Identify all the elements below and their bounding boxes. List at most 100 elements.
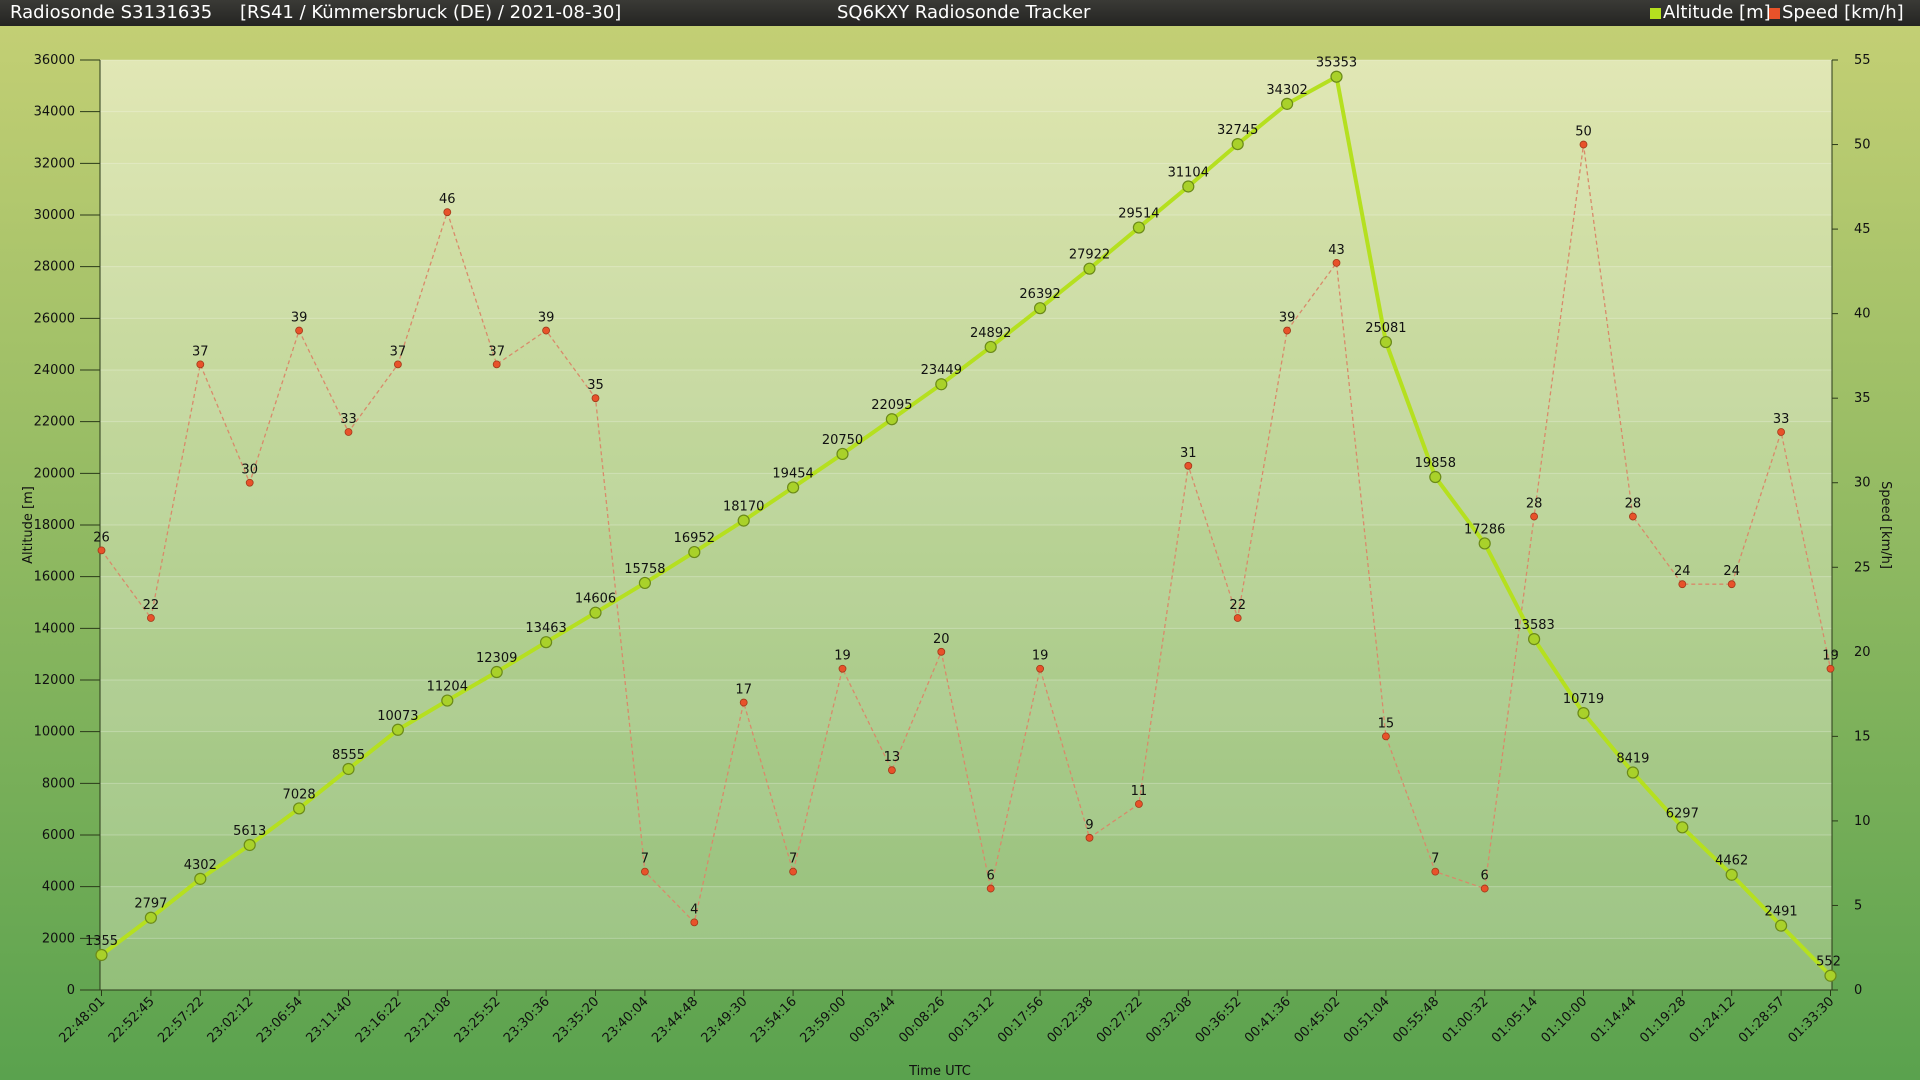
y-left-tick-label: 14000 xyxy=(34,621,75,636)
legend-altitude-label[interactable]: Altitude [m] xyxy=(1663,2,1771,23)
altitude-point[interactable] xyxy=(1429,470,1442,484)
speed-point[interactable] xyxy=(146,614,155,622)
speed-data-label: 11 xyxy=(1131,784,1148,799)
altitude-point[interactable] xyxy=(935,378,948,391)
altitude-point[interactable] xyxy=(1774,919,1788,932)
speed-point[interactable] xyxy=(1431,867,1440,876)
altitude-data-label: 14606 xyxy=(575,592,616,607)
speed-point[interactable] xyxy=(591,394,600,403)
altitude-point[interactable] xyxy=(1330,70,1343,83)
speed-point[interactable] xyxy=(1480,884,1489,893)
speed-point[interactable] xyxy=(1826,664,1835,673)
altitude-point[interactable] xyxy=(836,447,849,461)
speed-data-label: 33 xyxy=(340,412,357,427)
grid-band xyxy=(100,576,1832,629)
altitude-point[interactable] xyxy=(737,514,750,527)
speed-data-label: 22 xyxy=(143,598,160,613)
y-left-tick-label: 22000 xyxy=(34,415,75,430)
speed-data-label: 31 xyxy=(1180,446,1197,461)
y-left-tick-label: 24000 xyxy=(34,363,75,378)
altitude-point[interactable] xyxy=(1132,221,1146,234)
speed-point[interactable] xyxy=(1777,428,1785,436)
altitude-point[interactable] xyxy=(490,665,503,679)
speed-point[interactable] xyxy=(1135,800,1143,808)
speed-point[interactable] xyxy=(690,918,699,927)
altitude-point[interactable] xyxy=(589,606,602,619)
speed-data-label: 6 xyxy=(1481,869,1489,884)
altitude-point[interactable] xyxy=(1725,868,1738,881)
speed-data-label: 26 xyxy=(93,530,110,545)
altitude-point[interactable] xyxy=(539,636,553,649)
speed-point[interactable] xyxy=(344,428,353,436)
speed-point[interactable] xyxy=(1629,512,1637,521)
altitude-point[interactable] xyxy=(144,911,157,924)
speed-point[interactable] xyxy=(196,360,205,369)
grid-bands xyxy=(100,60,1832,939)
sonde-title: Radiosonde S3131635 xyxy=(10,2,213,23)
speed-point[interactable] xyxy=(1085,833,1094,842)
speed-point[interactable] xyxy=(1283,326,1291,335)
speed-data-label: 37 xyxy=(192,344,209,359)
altitude-data-label: 5613 xyxy=(233,824,266,839)
speed-point[interactable] xyxy=(97,546,106,555)
header-bar: Radiosonde S3131635 [RS41 / Kümmersbruck… xyxy=(0,0,1920,26)
speed-point[interactable] xyxy=(739,698,748,707)
altitude-point[interactable] xyxy=(1231,137,1244,151)
speed-point[interactable] xyxy=(1727,580,1736,589)
speed-point[interactable] xyxy=(295,326,304,335)
grid-band xyxy=(100,370,1832,422)
altitude-point[interactable] xyxy=(1676,821,1689,834)
legend-speed-label[interactable]: Speed [km/h] xyxy=(1782,2,1904,23)
speed-point[interactable] xyxy=(1332,259,1341,267)
speed-data-label: 7 xyxy=(641,852,649,867)
altitude-point[interactable] xyxy=(1033,302,1047,315)
altitude-point[interactable] xyxy=(1280,97,1294,110)
altitude-point[interactable] xyxy=(243,838,256,852)
speed-data-label: 30 xyxy=(241,463,258,478)
altitude-data-label: 19454 xyxy=(772,466,813,481)
altitude-point[interactable] xyxy=(638,576,652,590)
altitude-point[interactable] xyxy=(984,340,997,354)
speed-point[interactable] xyxy=(393,360,402,369)
speed-data-label: 20 xyxy=(933,632,950,647)
speed-point[interactable] xyxy=(986,884,995,893)
altitude-point[interactable] xyxy=(441,694,454,707)
altitude-point[interactable] xyxy=(1083,262,1096,275)
speed-point[interactable] xyxy=(492,360,501,369)
speed-point[interactable] xyxy=(1184,461,1193,470)
speed-point[interactable] xyxy=(1579,140,1588,149)
speed-point[interactable] xyxy=(443,208,452,217)
speed-point[interactable] xyxy=(1233,614,1242,622)
altitude-point[interactable] xyxy=(786,481,800,494)
speed-point[interactable] xyxy=(1678,580,1687,589)
y-left-tick-label: 28000 xyxy=(34,260,75,275)
altitude-point[interactable] xyxy=(391,723,404,736)
speed-point[interactable] xyxy=(789,867,797,876)
altitude-point[interactable] xyxy=(194,872,207,885)
speed-point[interactable] xyxy=(641,867,649,876)
altitude-point[interactable] xyxy=(1626,766,1640,779)
speed-data-label: 39 xyxy=(291,311,308,326)
altitude-point[interactable] xyxy=(1379,335,1393,349)
grid-lines xyxy=(100,59,1832,991)
altitude-point[interactable] xyxy=(1182,180,1195,193)
altitude-data-label: 7028 xyxy=(283,787,316,802)
altitude-point[interactable] xyxy=(1478,537,1491,550)
speed-point[interactable] xyxy=(542,326,550,335)
altitude-point[interactable] xyxy=(885,413,899,426)
speed-point[interactable] xyxy=(937,647,946,656)
altitude-point[interactable] xyxy=(95,948,108,962)
altitude-point[interactable] xyxy=(293,802,306,815)
speed-point[interactable] xyxy=(1036,664,1044,673)
altitude-point[interactable] xyxy=(1577,706,1590,720)
speed-point[interactable] xyxy=(245,478,254,487)
speed-point[interactable] xyxy=(838,664,847,673)
altitude-data-label: 35353 xyxy=(1316,56,1357,71)
altitude-point[interactable] xyxy=(688,545,701,559)
speed-point[interactable] xyxy=(888,766,896,775)
speed-point[interactable] xyxy=(1530,512,1538,521)
speed-point[interactable] xyxy=(1382,732,1390,741)
altitude-point[interactable] xyxy=(1527,633,1541,646)
altitude-point[interactable] xyxy=(1824,969,1837,982)
altitude-point[interactable] xyxy=(342,762,355,776)
